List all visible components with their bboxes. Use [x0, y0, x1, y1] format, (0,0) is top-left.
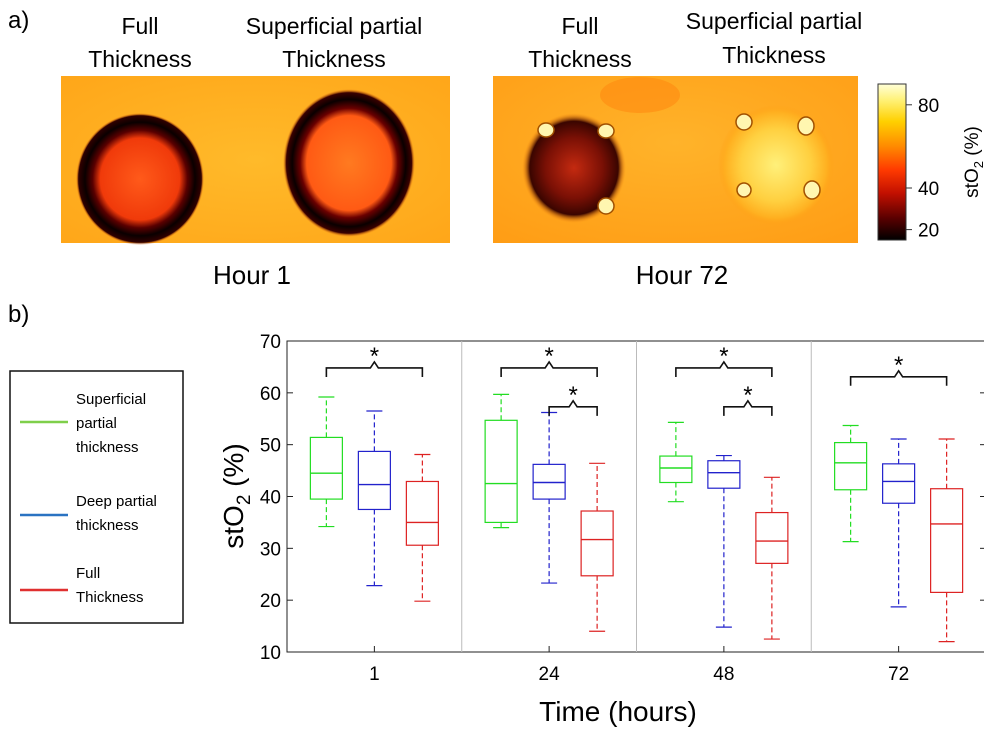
y-tick-label-1: 20: [260, 591, 281, 612]
legend-text-deep-1: Deep partial: [76, 493, 157, 510]
iqr-box: [357, 450, 391, 511]
label-hour1-full-1: Full: [121, 13, 158, 39]
hour1-caption: Hour 1: [213, 260, 291, 290]
significance-bracket-1: *: [500, 343, 598, 377]
iqr-box: [755, 511, 789, 564]
colorbar-tick-label-2: 20: [918, 221, 939, 242]
significance-star: *: [743, 382, 752, 409]
legend-text-full-2: Thickness: [76, 589, 144, 606]
bracket-line: [548, 399, 598, 416]
y-tick-label-2: 30: [260, 539, 281, 560]
box-2-2: [755, 476, 789, 640]
bracket-line: [500, 360, 598, 377]
iqr-box: [707, 460, 741, 489]
iqr-box: [659, 455, 693, 484]
panel-a-label: a): [8, 7, 29, 34]
plot-frame: [286, 340, 984, 653]
iqr-box: [532, 463, 566, 500]
y-tick-label-6: 70: [260, 332, 281, 353]
box-1-0: [357, 410, 391, 587]
significance-star: *: [568, 382, 577, 409]
significance-bracket-2: *: [548, 382, 598, 416]
y-tick-label-4: 50: [260, 436, 281, 457]
significance-bracket-5: *: [849, 352, 948, 386]
label-hour72-full-2: Thickness: [528, 46, 632, 72]
iqr-box: [834, 441, 868, 491]
iqr-box: [930, 488, 964, 593]
label-hour72-sup-2: Thickness: [722, 42, 826, 68]
y-tick-label-0: 10: [260, 643, 281, 664]
box-2-1: [580, 462, 614, 632]
legend-text-full-1: Full: [76, 565, 100, 582]
box-0-3: [834, 424, 868, 543]
bracket-line: [675, 360, 773, 377]
colorbar-title: stO2 (%): [962, 126, 984, 198]
significance-star: *: [544, 343, 553, 370]
hour1-image: [61, 76, 450, 245]
box-2-0: [405, 453, 439, 602]
box-2-3: [930, 438, 964, 643]
legend-text-deep-2: thickness: [76, 517, 139, 534]
bracket-line: [325, 360, 424, 377]
colorbar-tick-label-1: 40: [918, 179, 939, 200]
y-tick-label-5: 60: [260, 384, 281, 405]
suture-markers: [537, 113, 821, 215]
y-axis-label: stO2 (%): [218, 443, 255, 548]
label-hour1-sup-2: Thickness: [282, 46, 386, 72]
x-tick-label-1: 24: [539, 664, 561, 685]
label-hour1-sup-1: Superficial partial: [246, 13, 422, 39]
colorbar: 80 40 20 stO2 (%): [877, 83, 984, 242]
significance-star: *: [370, 343, 379, 370]
legend-text-superficial-1: Superficial: [76, 391, 146, 408]
x-tick-label-3: 72: [888, 664, 909, 685]
hour1-superficial-wound: [283, 89, 415, 237]
significance-star: *: [894, 352, 903, 379]
bracket-line: [723, 399, 773, 416]
bracket-line: [849, 369, 948, 386]
significance-star: *: [719, 343, 728, 370]
box-0-2: [659, 421, 693, 503]
legend: Superficial partial thickness Deep parti…: [9, 370, 184, 624]
label-hour72-full-1: Full: [561, 13, 598, 39]
legend-text-superficial-3: thickness: [76, 439, 139, 456]
label-hour1-full-2: Thickness: [88, 46, 192, 72]
x-tick-label-2: 48: [713, 664, 734, 685]
box-1-3: [882, 438, 916, 608]
box-0-1: [484, 393, 518, 529]
colorbar-tick-label-0: 80: [918, 96, 939, 117]
y-tick-label-3: 40: [260, 488, 281, 509]
panel-b-label: b): [8, 301, 29, 328]
significance-bracket-0: *: [325, 343, 424, 377]
significance-bracket-3: *: [675, 343, 773, 377]
hour72-caption: Hour 72: [636, 260, 729, 290]
significance-bracket-4: *: [723, 382, 773, 416]
iqr-box: [405, 480, 439, 546]
iqr-box: [580, 510, 614, 577]
hour1-full-thickness-wound: [76, 113, 204, 245]
box-1-1: [532, 411, 566, 584]
x-axis-label: Time (hours): [539, 696, 697, 727]
box-1-2: [707, 454, 741, 628]
hour72-full-thickness-wound: [522, 113, 626, 223]
x-tick-label-0: 1: [369, 664, 380, 685]
hour72-image: [493, 76, 858, 243]
legend-text-superficial-2: partial: [76, 415, 117, 432]
label-hour72-sup-1: Superficial partial: [686, 8, 862, 34]
iqr-box: [309, 436, 343, 500]
iqr-box: [484, 419, 518, 524]
box-0-0: [309, 396, 343, 528]
box-plot: 10 20 30 40 50 60 70 1 24 48 72 * * * * * *: [260, 332, 984, 685]
iqr-box: [882, 463, 916, 504]
